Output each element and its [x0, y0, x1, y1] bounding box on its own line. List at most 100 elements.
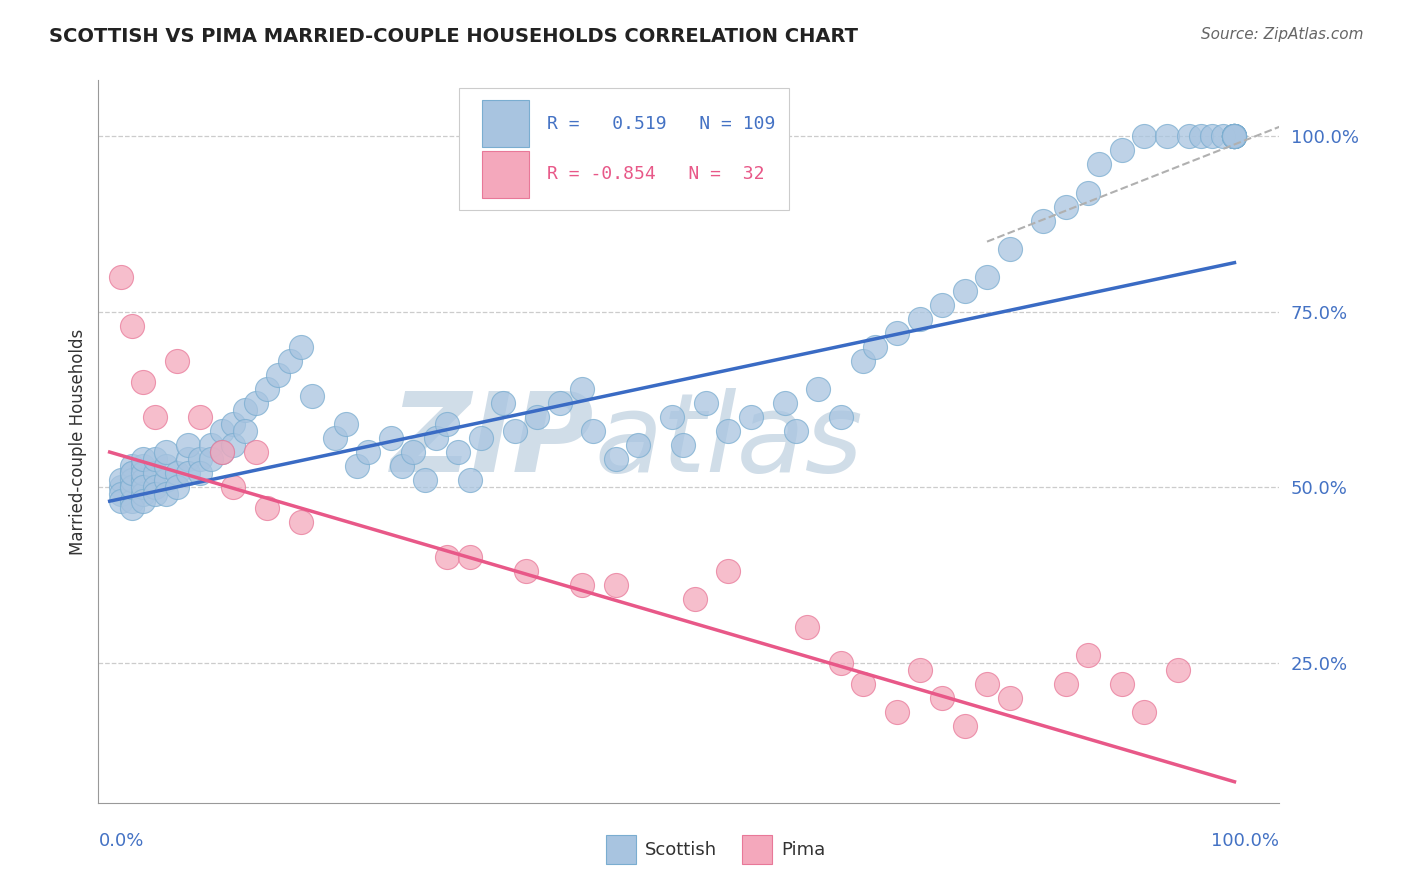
Point	[121, 459, 143, 474]
Point	[188, 466, 211, 480]
Point	[976, 676, 998, 690]
Point	[121, 480, 143, 494]
Point	[458, 550, 481, 565]
Point	[852, 676, 875, 690]
Point	[852, 354, 875, 368]
Point	[571, 382, 593, 396]
Point	[110, 269, 132, 284]
Point	[290, 515, 312, 529]
Text: ZIP: ZIP	[391, 388, 595, 495]
Point	[526, 409, 548, 424]
Point	[1223, 129, 1246, 144]
Point	[1032, 213, 1054, 227]
Point	[346, 459, 368, 474]
Point	[447, 445, 470, 459]
Point	[1223, 129, 1246, 144]
Point	[998, 690, 1021, 705]
Point	[166, 480, 188, 494]
FancyBboxPatch shape	[606, 835, 636, 864]
Point	[470, 431, 492, 445]
Point	[278, 354, 301, 368]
Point	[1133, 129, 1156, 144]
Point	[1077, 186, 1099, 200]
Point	[110, 487, 132, 501]
Point	[222, 480, 245, 494]
Point	[1077, 648, 1099, 663]
Text: atlas: atlas	[595, 388, 863, 495]
Point	[143, 487, 166, 501]
Point	[335, 417, 357, 431]
Text: R = -0.854   N =  32: R = -0.854 N = 32	[547, 165, 765, 183]
Point	[155, 459, 177, 474]
Point	[830, 656, 852, 670]
Point	[1223, 129, 1246, 144]
Point	[953, 284, 976, 298]
Point	[211, 424, 233, 438]
Point	[132, 480, 155, 494]
Point	[132, 452, 155, 467]
Point	[503, 424, 526, 438]
Point	[222, 438, 245, 452]
Point	[121, 466, 143, 480]
Point	[132, 473, 155, 487]
Point	[773, 396, 796, 410]
Point	[1223, 129, 1246, 144]
Point	[1223, 129, 1246, 144]
Point	[132, 466, 155, 480]
Text: R =   0.519   N = 109: R = 0.519 N = 109	[547, 115, 776, 133]
Point	[886, 705, 908, 719]
Point	[1167, 663, 1189, 677]
Point	[413, 473, 436, 487]
Point	[402, 445, 425, 459]
Point	[222, 417, 245, 431]
Point	[425, 431, 447, 445]
Point	[1212, 129, 1234, 144]
Point	[166, 466, 188, 480]
Point	[132, 487, 155, 501]
Point	[110, 480, 132, 494]
Point	[605, 452, 627, 467]
Point	[1054, 676, 1077, 690]
Point	[121, 318, 143, 333]
Point	[740, 409, 762, 424]
Point	[177, 438, 200, 452]
Point	[672, 438, 695, 452]
Text: Scottish: Scottish	[645, 841, 717, 859]
Point	[1223, 129, 1246, 144]
Point	[683, 592, 706, 607]
Point	[548, 396, 571, 410]
Y-axis label: Married-couple Households: Married-couple Households	[69, 328, 87, 555]
Point	[245, 396, 267, 410]
Point	[627, 438, 650, 452]
Point	[1156, 129, 1178, 144]
Point	[143, 466, 166, 480]
Point	[1223, 129, 1246, 144]
Point	[931, 690, 953, 705]
Point	[132, 494, 155, 508]
Point	[1133, 705, 1156, 719]
Point	[211, 445, 233, 459]
Point	[1189, 129, 1212, 144]
Point	[908, 663, 931, 677]
Point	[391, 459, 413, 474]
Point	[121, 494, 143, 508]
Point	[177, 466, 200, 480]
Text: SCOTTISH VS PIMA MARRIED-COUPLE HOUSEHOLDS CORRELATION CHART: SCOTTISH VS PIMA MARRIED-COUPLE HOUSEHOL…	[49, 27, 858, 45]
Point	[188, 409, 211, 424]
Point	[143, 480, 166, 494]
Point	[166, 354, 188, 368]
Point	[155, 487, 177, 501]
Point	[807, 382, 830, 396]
Point	[661, 409, 683, 424]
Point	[1223, 129, 1246, 144]
Point	[200, 438, 222, 452]
Point	[110, 473, 132, 487]
Text: 100.0%: 100.0%	[1212, 831, 1279, 850]
Point	[121, 501, 143, 516]
Point	[717, 424, 740, 438]
Point	[121, 480, 143, 494]
Point	[155, 473, 177, 487]
Point	[436, 550, 458, 565]
Point	[515, 564, 537, 578]
Point	[256, 382, 278, 396]
